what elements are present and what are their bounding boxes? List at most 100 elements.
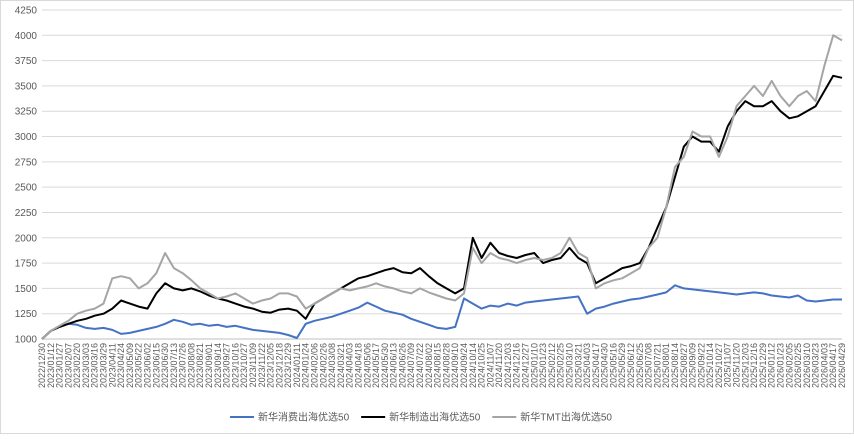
y-tick-label: 3500 (15, 81, 38, 92)
x-tick-label: 2024/07/09 (406, 343, 416, 388)
x-tick-label: 2023/03/29 (99, 343, 109, 388)
x-tick-label: 2025/01/10 (529, 343, 539, 388)
x-tick-label: 2023/06/15 (151, 343, 161, 388)
series-line (41, 34, 843, 340)
y-tick-label: 4000 (15, 31, 38, 42)
x-tick-label: 2024/09/24 (459, 343, 469, 388)
x-tick-label: 2025/12/03 (740, 343, 750, 388)
x-tick-label: 2024/12/03 (503, 343, 513, 388)
x-tick-label: 2025/12/16 (749, 343, 759, 388)
x-tick-label: 2023/09/27 (222, 343, 232, 388)
x-tick-label: 2026/04/17 (828, 343, 838, 388)
x-tick-label: 2023/06/02 (142, 343, 152, 388)
x-tick-label: 2023/04/11 (107, 343, 117, 387)
x-tick-label: 2026/04/03 (819, 343, 829, 388)
x-tick-label: 2024/06/26 (397, 343, 407, 388)
x-tick-label: 2025/08/14 (670, 343, 680, 388)
x-tick-label: 2025/04/17 (591, 343, 601, 388)
x-tick-label: 2023/01/27 (55, 343, 65, 388)
x-tick-label: 2023/02/07 (63, 343, 73, 388)
x-tick-label: 2025/02/12 (547, 343, 557, 388)
x-tick-label: 2025/08/01 (661, 343, 671, 388)
x-tick-label: 2023/03/03 (81, 343, 91, 388)
y-tick-label: 3000 (15, 132, 38, 143)
y-tick-label: 4250 (15, 6, 38, 17)
x-tick-label: 2023/12/18 (274, 343, 284, 388)
x-tick-label: 2023/05/09 (125, 343, 135, 388)
x-tick-label: 2026/01/12 (767, 343, 777, 388)
x-tick-label: 2023/01/12 (46, 343, 56, 388)
x-tick-label: 2022/12/30 (37, 343, 47, 388)
x-tick-label: 2023/04/24 (116, 343, 126, 388)
series-line (41, 284, 842, 340)
legend-label: 新华TMT出海优选50 (520, 411, 612, 424)
x-tick-label: 2024/04/03 (345, 343, 355, 388)
x-tick-label: 2025/07/08 (644, 343, 654, 388)
x-tick-label: 2023/12/29 (283, 343, 293, 388)
y-tick-label: 3250 (15, 107, 38, 118)
x-tick-label: 2025/03/10 (564, 343, 574, 388)
y-tick-label: 2750 (15, 157, 38, 168)
x-tick-label: 2025/05/29 (617, 343, 627, 388)
x-tick-label: 2025/04/30 (600, 343, 610, 388)
x-tick-label: 2024/05/30 (380, 343, 390, 388)
x-tick-label: 2024/02/26 (318, 343, 328, 388)
x-tick-label: 2025/12/29 (758, 343, 768, 388)
x-tick-label: 2024/01/11 (292, 343, 302, 387)
x-tick-label: 2026/02/25 (793, 343, 803, 388)
x-tick-label: 2024/02/06 (310, 343, 320, 388)
x-tick-label: 2024/05/17 (371, 343, 381, 388)
x-tick-label: 2024/01/24 (301, 343, 311, 388)
x-tick-label: 2024/11/20 (494, 343, 504, 387)
x-tick-label: 2024/10/25 (477, 343, 487, 388)
y-tick-label: 1250 (15, 309, 38, 320)
x-tick-label: 2023/10/27 (239, 343, 249, 388)
x-tick-label: 2024/08/28 (441, 343, 451, 388)
x-tick-label: 2026/01/23 (775, 343, 785, 388)
x-tick-label: 2025/04/03 (582, 343, 592, 388)
y-tick-label: 2000 (15, 233, 38, 244)
x-tick-label: 2024/09/10 (450, 343, 460, 388)
x-tick-label: 2023/07/13 (169, 343, 179, 388)
x-tick-label: 2025/10/27 (714, 343, 724, 388)
x-tick-label: 2023/10/16 (230, 343, 240, 388)
x-tick-label: 2024/03/21 (336, 343, 346, 388)
x-tick-label: 2023/09/14 (213, 343, 223, 388)
x-tick-label: 2024/03/08 (327, 343, 337, 388)
legend-label: 新华消费出海优选50 (258, 411, 350, 424)
x-tick-label: 2023/02/20 (72, 343, 82, 388)
x-tick-label: 2025/09/09 (688, 343, 698, 388)
x-tick-label: 2024/08/15 (433, 343, 443, 388)
x-tick-label: 2025/08/27 (679, 343, 689, 388)
x-tick-label: 2024/08/02 (424, 343, 434, 388)
x-tick-label: 2025/11/20 (732, 343, 742, 387)
x-tick-label: 2025/03/21 (573, 343, 583, 388)
x-tick-label: 2023/06/30 (160, 343, 170, 388)
x-tick-label: 2025/06/12 (626, 343, 636, 388)
x-tick-label: 2023/11/09 (248, 343, 258, 387)
x-tick-label: 2025/06/25 (635, 343, 645, 388)
y-tick-label: 1000 (15, 335, 38, 346)
x-tick-label: 2025/02/25 (556, 343, 566, 388)
x-tick-label: 2023/09/01 (204, 343, 214, 388)
x-tick-label: 2024/06/13 (389, 343, 399, 388)
x-tick-label: 2026/02/05 (784, 343, 794, 388)
x-tick-label: 2024/10/14 (468, 343, 478, 388)
x-tick-label: 2024/05/06 (362, 343, 372, 388)
y-tick-label: 3750 (15, 56, 38, 67)
x-tick-label: 2025/01/23 (538, 343, 548, 388)
x-tick-label: 2023/08/08 (186, 343, 196, 388)
x-tick-label: 2023/05/22 (134, 343, 144, 388)
x-tick-label: 2026/03/23 (811, 343, 821, 388)
x-tick-label: 2023/08/21 (195, 343, 205, 388)
x-tick-label: 2024/12/27 (521, 343, 531, 388)
series-line (41, 74, 843, 340)
x-tick-label: 2025/09/22 (696, 343, 706, 388)
x-tick-label: 2024/11/07 (485, 343, 495, 387)
x-tick-label: 2024/12/16 (512, 343, 522, 388)
x-tick-label: 2023/12/05 (266, 343, 276, 388)
y-tick-label: 2500 (15, 183, 38, 194)
x-tick-label: 2026/03/10 (802, 343, 812, 388)
